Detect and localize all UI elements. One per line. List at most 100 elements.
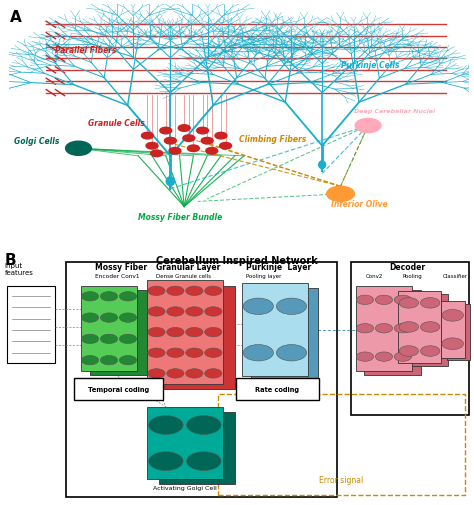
Circle shape [100, 356, 118, 365]
Circle shape [420, 322, 440, 333]
Bar [66, 263, 337, 497]
Circle shape [100, 313, 118, 323]
Circle shape [420, 346, 440, 357]
Circle shape [186, 328, 203, 337]
Circle shape [148, 286, 165, 296]
Circle shape [197, 128, 209, 134]
Text: Conv2: Conv2 [366, 273, 383, 278]
Circle shape [327, 187, 355, 202]
Circle shape [148, 307, 165, 317]
Circle shape [141, 133, 154, 139]
Text: Classifier: Classifier [442, 273, 468, 278]
Circle shape [167, 328, 184, 337]
Text: Pooling: Pooling [402, 273, 422, 278]
Circle shape [119, 292, 137, 301]
Text: Cerebellum Inspired Network: Cerebellum Inspired Network [156, 255, 318, 265]
Circle shape [178, 125, 190, 132]
FancyBboxPatch shape [236, 378, 319, 400]
Circle shape [206, 148, 218, 155]
Circle shape [148, 328, 165, 337]
Text: Golgi Cells: Golgi Cells [14, 137, 59, 146]
Text: B: B [5, 252, 17, 268]
Bar [251, 288, 318, 381]
Circle shape [205, 369, 222, 378]
Text: Mossy Fiber Bundle: Mossy Fiber Bundle [138, 213, 222, 222]
Text: Encoder Conv1: Encoder Conv1 [95, 273, 139, 278]
Circle shape [276, 298, 307, 315]
Bar [147, 281, 223, 384]
Circle shape [167, 369, 184, 378]
Bar [81, 286, 137, 371]
Bar [218, 394, 465, 495]
Circle shape [375, 324, 392, 333]
Circle shape [399, 322, 419, 333]
Circle shape [186, 369, 203, 378]
Circle shape [394, 352, 411, 362]
Circle shape [442, 338, 464, 350]
Circle shape [187, 452, 221, 471]
Text: Temporal coding: Temporal coding [88, 386, 149, 392]
Text: Rate coding: Rate coding [255, 386, 299, 392]
Circle shape [243, 298, 273, 315]
Circle shape [119, 313, 137, 323]
Bar [447, 304, 470, 361]
Circle shape [375, 352, 392, 362]
Bar [364, 290, 421, 375]
Circle shape [215, 133, 227, 139]
Circle shape [148, 369, 165, 378]
Bar [90, 291, 147, 376]
Circle shape [205, 348, 222, 358]
Circle shape [100, 334, 118, 344]
Circle shape [149, 416, 183, 434]
Text: Pooling layer: Pooling layer [246, 273, 282, 278]
Circle shape [186, 286, 203, 296]
Bar [405, 294, 448, 367]
Text: Activating Golgi Cell: Activating Golgi Cell [153, 485, 217, 489]
Bar [351, 263, 469, 415]
Text: Granular Layer: Granular Layer [156, 263, 221, 272]
Text: Purkinje  Layer: Purkinje Layer [246, 263, 312, 272]
Circle shape [119, 334, 137, 344]
Circle shape [399, 346, 419, 357]
Circle shape [82, 313, 99, 323]
Circle shape [219, 143, 232, 149]
Circle shape [356, 324, 374, 333]
Circle shape [186, 348, 203, 358]
Text: Parallel Fibers: Parallel Fibers [55, 46, 117, 55]
Circle shape [186, 307, 203, 317]
Ellipse shape [166, 177, 174, 186]
Bar [242, 283, 308, 376]
Circle shape [82, 292, 99, 301]
Bar [159, 286, 235, 389]
Circle shape [146, 143, 158, 149]
Circle shape [167, 286, 184, 296]
Circle shape [394, 295, 411, 305]
Text: Error signal: Error signal [319, 475, 364, 484]
Text: Decoder: Decoder [390, 263, 426, 272]
Circle shape [394, 324, 411, 333]
Bar [7, 286, 55, 364]
Text: Dense Granule cells: Dense Granule cells [156, 273, 211, 278]
Circle shape [356, 295, 374, 305]
Circle shape [355, 119, 381, 133]
Bar [159, 412, 235, 484]
Text: Inferior Olive: Inferior Olive [331, 200, 388, 209]
Circle shape [160, 128, 172, 134]
Circle shape [399, 298, 419, 309]
Circle shape [276, 345, 307, 361]
Text: Deep Cerebellar Nuclei: Deep Cerebellar Nuclei [355, 109, 436, 113]
Circle shape [82, 334, 99, 344]
Ellipse shape [319, 162, 326, 169]
Circle shape [167, 348, 184, 358]
Circle shape [149, 452, 183, 471]
FancyBboxPatch shape [74, 378, 163, 400]
Text: Granule Cells: Granule Cells [88, 119, 145, 128]
Bar [147, 407, 223, 479]
Circle shape [100, 292, 118, 301]
Circle shape [183, 135, 195, 142]
Circle shape [167, 307, 184, 317]
Circle shape [442, 310, 464, 322]
Circle shape [119, 356, 137, 365]
Text: Input
features: Input features [5, 263, 34, 276]
Circle shape [201, 138, 213, 144]
